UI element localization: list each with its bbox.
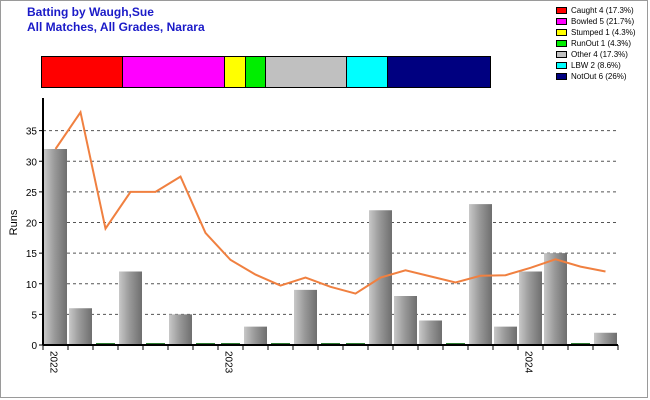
legend-item: Caught 4 (17.3%) bbox=[556, 5, 648, 16]
bar bbox=[69, 308, 92, 345]
bar-zero bbox=[221, 343, 240, 345]
bar bbox=[419, 320, 442, 345]
legend-swatch bbox=[556, 51, 567, 58]
legend-item: LBW 2 (8.6%) bbox=[556, 60, 648, 71]
legend-item: NotOut 6 (26%) bbox=[556, 71, 648, 82]
legend-swatch bbox=[556, 40, 567, 47]
bar bbox=[169, 314, 192, 345]
bar bbox=[594, 332, 617, 345]
y-tick-label: 10 bbox=[26, 280, 38, 291]
legend-swatch bbox=[556, 18, 567, 25]
y-tick-label: 20 bbox=[26, 219, 38, 230]
y-tick-label: 35 bbox=[26, 127, 38, 138]
dismissal-segment-lbw bbox=[347, 57, 389, 87]
legend-label: NotOut 6 (26%) bbox=[571, 72, 627, 81]
chart-subtitle: All Matches, All Grades, Narara bbox=[27, 20, 205, 34]
y-tick-label: 0 bbox=[31, 341, 37, 352]
bar-zero bbox=[271, 343, 290, 345]
bar bbox=[44, 149, 67, 345]
bar-zero bbox=[571, 343, 590, 345]
dismissal-segment-caught bbox=[42, 57, 124, 87]
legend-swatch bbox=[556, 73, 567, 80]
dismissal-segment-stumped bbox=[225, 57, 246, 87]
dismissal-segment-bowled bbox=[123, 57, 226, 87]
bar-zero bbox=[146, 343, 165, 345]
bar bbox=[244, 326, 267, 345]
x-tick-label: 2023 bbox=[223, 351, 234, 374]
dismissal-strip bbox=[41, 56, 491, 88]
legend-swatch bbox=[556, 7, 567, 14]
bar bbox=[119, 271, 142, 345]
legend-label: Bowled 5 (21.7%) bbox=[571, 17, 635, 26]
bar bbox=[294, 289, 317, 345]
legend-label: Caught 4 (17.3%) bbox=[571, 6, 634, 15]
bar bbox=[394, 296, 417, 345]
legend-label: RunOut 1 (4.3%) bbox=[571, 39, 632, 48]
y-tick-label: 15 bbox=[26, 249, 38, 260]
y-axis-title: Runs bbox=[8, 209, 20, 235]
bar-zero bbox=[321, 343, 340, 345]
bar bbox=[469, 204, 492, 345]
legend-item: Other 4 (17.3%) bbox=[556, 49, 648, 60]
y-tick-label: 25 bbox=[26, 188, 38, 199]
bar-zero bbox=[346, 343, 365, 345]
dismissal-segment-other bbox=[265, 57, 348, 87]
legend-label: Other 4 (17.3%) bbox=[571, 50, 628, 59]
bar bbox=[544, 253, 567, 345]
bar-zero bbox=[196, 343, 215, 345]
legend-swatch bbox=[556, 29, 567, 36]
dismissal-segment-notout bbox=[388, 57, 490, 87]
x-tick-label: 2022 bbox=[48, 351, 59, 374]
average-line bbox=[54, 109, 606, 295]
dismissal-segment-runout bbox=[245, 57, 266, 87]
legend-swatch bbox=[556, 62, 567, 69]
legend: Caught 4 (17.3%) Bowled 5 (21.7%) Stumped … bbox=[556, 5, 648, 82]
bar bbox=[519, 271, 542, 345]
y-tick-label: 5 bbox=[31, 310, 37, 321]
legend-label: LBW 2 (8.6%) bbox=[571, 61, 621, 70]
y-tick-label: 30 bbox=[26, 157, 38, 168]
legend-label: Stumped 1 (4.3%) bbox=[571, 28, 636, 37]
bar-zero bbox=[96, 343, 115, 345]
legend-item: Stumped 1 (4.3%) bbox=[556, 27, 648, 38]
legend-item: RunOut 1 (4.3%) bbox=[556, 38, 648, 49]
legend-item: Bowled 5 (21.7%) bbox=[556, 16, 648, 27]
x-tick-label: 2024 bbox=[523, 351, 534, 374]
bar-zero bbox=[446, 343, 465, 345]
bar bbox=[494, 326, 517, 345]
chart-title: Batting by Waugh,Sue bbox=[27, 5, 154, 19]
